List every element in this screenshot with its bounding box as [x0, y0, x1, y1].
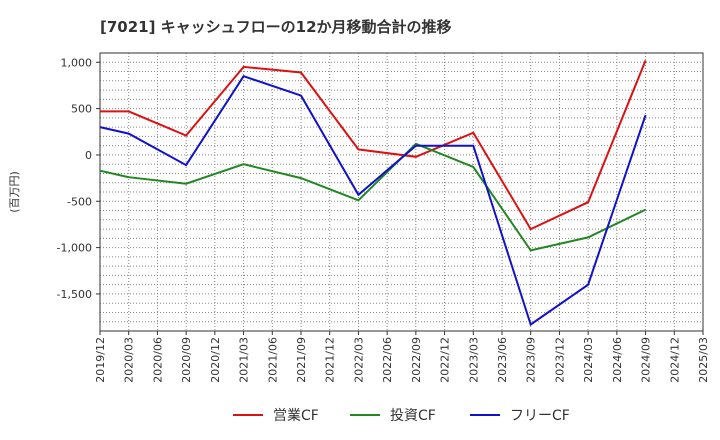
- series-line-2: [99, 142, 647, 252]
- series-layer: [99, 60, 647, 327]
- plot-frame: [99, 52, 704, 332]
- x-tick-label: 2020/09: [180, 337, 193, 383]
- y-tick-label: 0: [85, 149, 92, 162]
- x-tick-label: 2021/12: [324, 337, 337, 383]
- x-tick-label: 2022/12: [439, 337, 452, 383]
- x-tick-label: 2024/12: [668, 337, 681, 383]
- x-tick-label: 2025/03: [697, 337, 710, 383]
- x-tick-label: 2020/06: [151, 337, 164, 383]
- series-line-3: [99, 75, 647, 327]
- x-tick-label: 2024/06: [611, 337, 624, 383]
- x-tick-label: 2022/03: [352, 337, 365, 383]
- legend-label: 投資CF: [390, 408, 436, 424]
- y-tick-label: -1,500: [57, 288, 92, 301]
- x-tick-label: 2023/12: [553, 337, 566, 383]
- x-tick-label: 2023/03: [467, 337, 480, 383]
- y-tick-label: -500: [67, 195, 92, 208]
- x-axis-ticks: 2019/12 2020/03 2020/06 2020/09 2020/12 2021/…: [94, 331, 710, 383]
- legend: 営業CF 投資CF フリーCF: [233, 408, 570, 424]
- legend-label: フリーCF: [510, 408, 570, 424]
- x-tick-label: 2024/03: [582, 337, 595, 383]
- x-tick-label: 2020/12: [209, 337, 222, 383]
- x-tick-label: 2021/06: [266, 337, 279, 383]
- legend-label: 営業CF: [273, 408, 319, 424]
- x-tick-label: 2021/09: [295, 337, 308, 383]
- y-tick-label: 1,000: [61, 56, 93, 69]
- series-line-1: [100, 60, 647, 231]
- y-axis-ticks: 1,000 500 0 -500 -1,000 -1,500: [57, 56, 100, 301]
- y-tick-label: -1,000: [57, 242, 92, 255]
- grid-layer: [100, 53, 703, 331]
- x-tick-label: 2022/06: [381, 337, 394, 383]
- x-tick-label: 2019/12: [94, 337, 107, 383]
- x-tick-label: 2022/09: [410, 337, 423, 383]
- x-tick-label: 2024/09: [640, 337, 653, 383]
- y-tick-label: 500: [71, 103, 92, 116]
- x-tick-label: 2021/03: [238, 337, 251, 383]
- x-tick-label: 2023/06: [496, 337, 509, 383]
- x-tick-label: 2023/09: [525, 337, 538, 383]
- x-tick-label: 2020/03: [123, 337, 136, 383]
- chart-title: [7021] キャッシュフローの12か月移動合計の推移: [100, 18, 452, 36]
- y-axis-label: (百万円): [8, 171, 21, 213]
